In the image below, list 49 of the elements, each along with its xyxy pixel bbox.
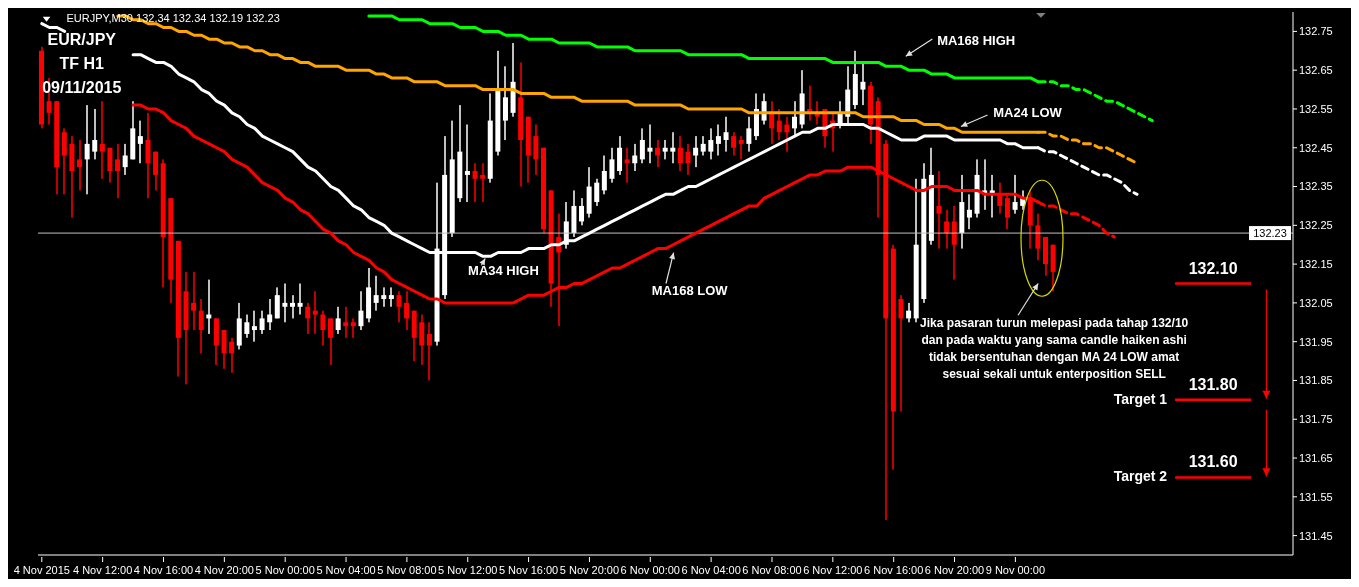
candlestick	[738, 136, 744, 160]
y-tick-label: 132.25	[1299, 219, 1333, 232]
ref-line-label: 132.10	[1188, 259, 1238, 277]
candlestick	[784, 116, 790, 152]
series-label: MA24 LOW	[993, 105, 1062, 122]
candlestick	[145, 112, 151, 199]
x-tick-label: 6 Nov 00:00	[620, 564, 680, 576]
y-tick-label: 132.75	[1299, 25, 1333, 38]
annotation: Target 1	[1113, 389, 1168, 408]
text: TF H1	[58, 54, 105, 75]
y-tick-label: 131.55	[1299, 490, 1333, 503]
text: MA168 LOW	[651, 283, 728, 300]
x-tick-label: 6 Nov 08:00	[742, 564, 802, 576]
x-tick-label: 9 Nov 00:00	[985, 564, 1046, 576]
candlestick	[860, 62, 866, 106]
x-tick-label: 6 Nov 04:00	[681, 564, 741, 576]
x-tick-label: 5 Nov 00:00	[255, 564, 315, 576]
series-label: MA34 HIGH	[468, 262, 539, 279]
x-tick-label: 6 Nov 16:00	[864, 564, 924, 576]
candlestick	[966, 194, 972, 230]
x-tick-label: 4 Nov 2015	[13, 564, 70, 576]
x-tick-label: 4 Nov 12:00	[72, 564, 133, 576]
y-tick-label: 132.15	[1299, 258, 1333, 271]
y-tick-label: 132.35	[1299, 180, 1333, 193]
x-tick-label: 6 Nov 12:00	[803, 564, 863, 576]
y-tick-label: 132.65	[1299, 64, 1333, 77]
x-tick-label: 4 Nov 16:00	[133, 564, 194, 576]
y-tick-label: 131.85	[1299, 374, 1333, 387]
ref-line-label: 131.80	[1188, 375, 1238, 393]
x-tick-label: 5 Nov 08:00	[377, 564, 437, 576]
y-tick-label: 132.05	[1299, 296, 1333, 309]
annotation: Jika pasaran turun melepasi pada tahap 132/10 dan pada waktu yang sama candle haiken ashi tidak bersentuhan dengan MA 24 LOW amat sesuai sekali untuk enterposition SELL	[920, 316, 1189, 382]
x-tick-label: 5 Nov 12:00	[438, 564, 498, 576]
ref-line-label: 131.60	[1188, 453, 1238, 471]
annotation: Target 2	[1113, 467, 1168, 486]
x-tick-label: 4 Nov 20:00	[194, 564, 255, 576]
x-tick-label: 6 Nov 20:00	[924, 564, 985, 576]
text: EUR/JPY	[46, 30, 117, 51]
series-label: MA168 HIGH	[937, 32, 1016, 49]
x-tick-label: 5 Nov 04:00	[316, 564, 376, 576]
ref-line-label: 132.23	[1253, 227, 1287, 240]
y-tick-label: 132.45	[1299, 141, 1333, 154]
y-tick-label: 132.55	[1299, 102, 1333, 115]
y-tick-label: 131.65	[1299, 451, 1333, 464]
y-tick-label: 131.95	[1299, 335, 1333, 348]
x-tick-label: 5 Nov 16:00	[498, 564, 559, 576]
x-tick-label: 5 Nov 20:00	[559, 564, 620, 576]
y-tick-label: 131.45	[1299, 529, 1333, 542]
y-tick-label: 131.75	[1299, 413, 1333, 426]
